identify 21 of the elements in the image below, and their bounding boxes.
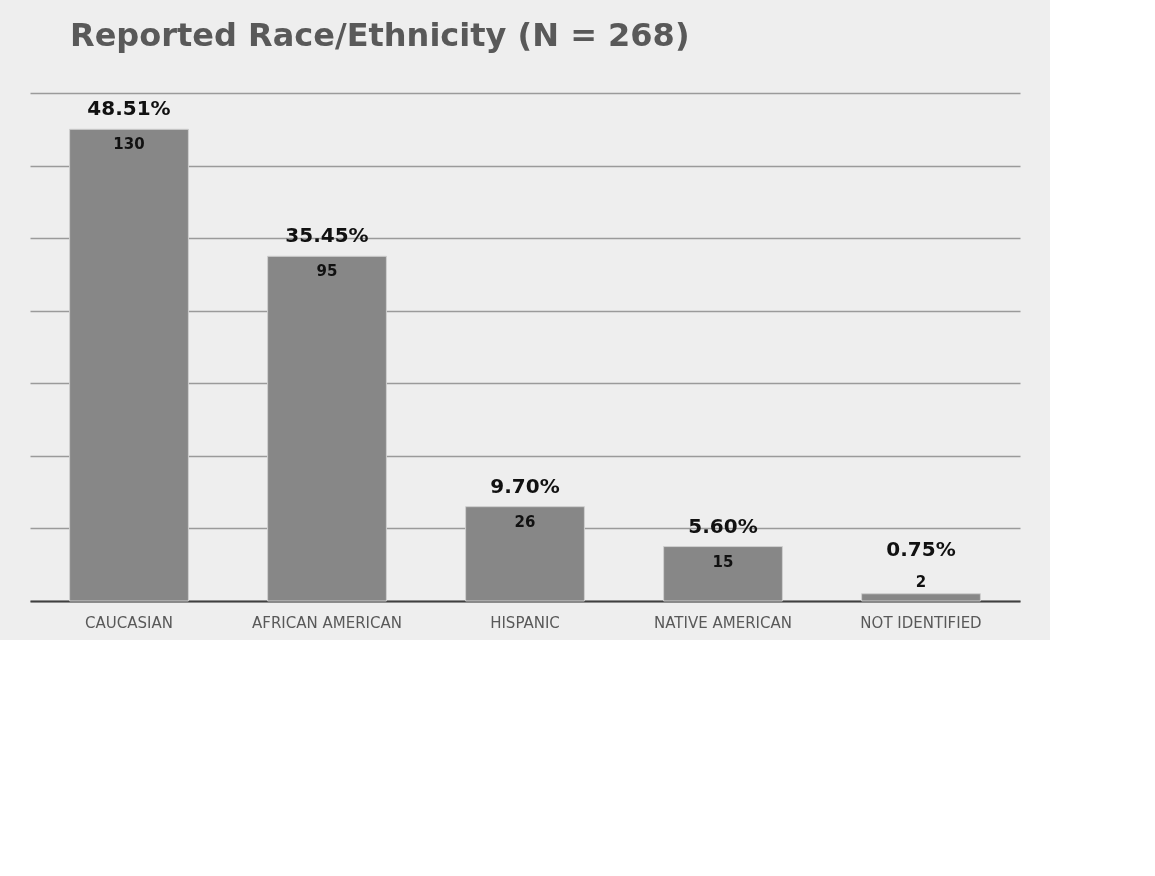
x-tick-label: NATIVE AMERICAN — [654, 613, 792, 632]
annotation: 9.70% — [490, 473, 560, 498]
data-label: 130 — [113, 135, 145, 154]
bar — [465, 506, 585, 602]
chart-title: Reported Race/Ethnicity (N = 268) — [70, 16, 690, 54]
data-label: 95 — [316, 262, 338, 281]
x-tick-label: HISPANIC — [490, 613, 560, 632]
annotation: 0.75% — [886, 536, 956, 561]
x-tick-label: NOT IDENTIFIED — [860, 613, 982, 632]
bar — [663, 546, 783, 602]
x-tick-label: CAUCASIAN — [85, 613, 173, 632]
data-label: 15 — [712, 552, 734, 571]
data-label: 2 — [915, 572, 927, 591]
bar — [267, 255, 387, 602]
data-label: 26 — [514, 512, 536, 531]
bar — [861, 593, 981, 602]
annotation: 5.60% — [688, 513, 758, 538]
x-tick-label: AFRICAN AMERICAN — [252, 613, 402, 632]
annotation: 35.45% — [285, 223, 369, 248]
annotation: 48.51% — [87, 96, 171, 121]
bar — [69, 128, 189, 602]
